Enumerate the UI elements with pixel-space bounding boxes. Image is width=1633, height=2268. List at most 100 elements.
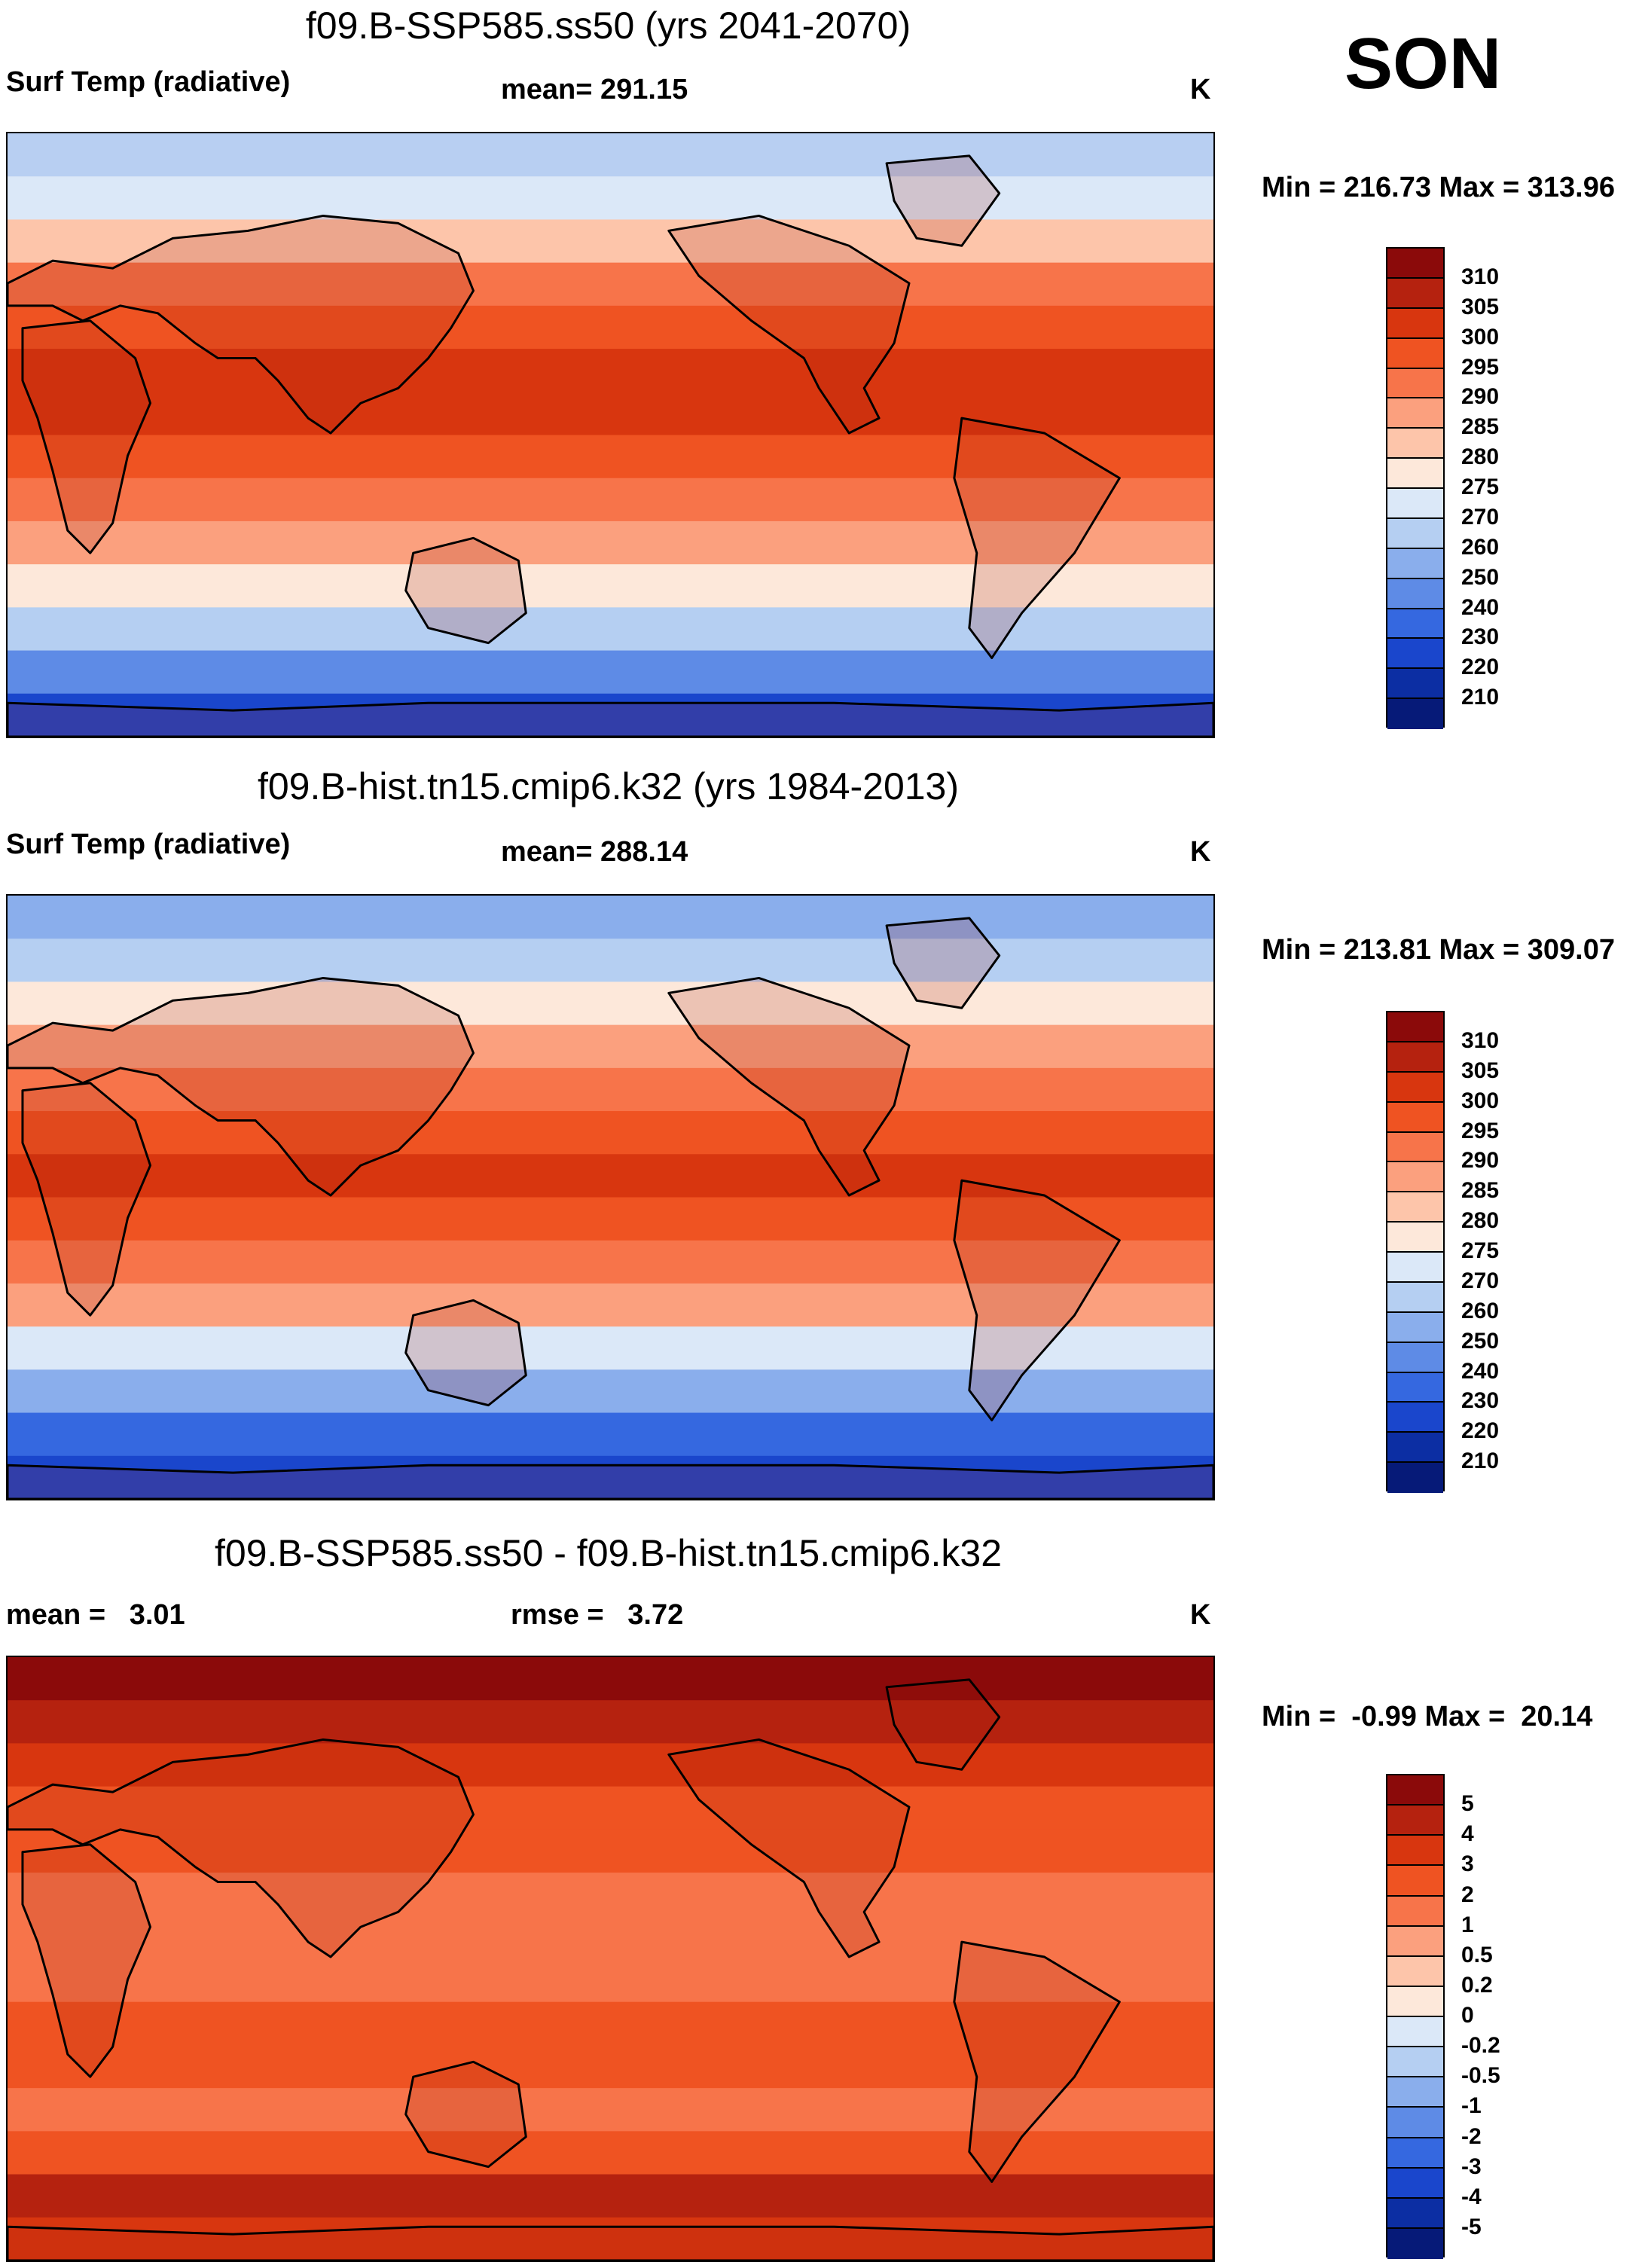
panel2-map (6, 894, 1215, 1500)
colorbar-swatch (1387, 2228, 1443, 2259)
map-band (8, 1786, 1213, 1830)
colorbar-swatch (1387, 2077, 1443, 2108)
continent-outline (667, 1738, 911, 1958)
map-band (8, 2088, 1213, 2132)
panel1-variable-label: Surf Temp (radiative) (6, 66, 291, 98)
map-band (8, 435, 1213, 479)
panel2-variable-label: Surf Temp (radiative) (6, 829, 291, 860)
colorbar-swatch (1387, 1956, 1443, 1987)
colorbar-swatch (1387, 1162, 1443, 1193)
map-band (8, 1326, 1213, 1371)
colorbar-tick-label: 0.2 (1461, 1972, 1493, 1998)
colorbar-tick-label: 300 (1461, 1088, 1500, 1113)
colorbar-tick-label: 290 (1461, 1148, 1500, 1174)
map-band (8, 939, 1213, 983)
colorbar-swatch (1387, 1223, 1443, 1253)
colorbar-swatch (1387, 578, 1443, 609)
colorbar-swatch (1387, 669, 1443, 700)
colorbar-swatch (1387, 489, 1443, 519)
colorbar-swatch (1387, 398, 1443, 429)
colorbar-swatch (1387, 1866, 1443, 1897)
colorbar-tick-label: 240 (1461, 594, 1500, 620)
map-band (8, 1915, 1213, 1960)
colorbar-swatch (1387, 518, 1443, 549)
colorbar-tick-label: 295 (1461, 354, 1500, 380)
colorbar-tick-label: 210 (1461, 1448, 1500, 1474)
continent-outline (953, 1179, 1121, 1422)
colorbar-swatch (1387, 1342, 1443, 1373)
colorbar-tick-label: 4 (1461, 1821, 1474, 1847)
continent-outline (885, 154, 1001, 247)
map-band (8, 1455, 1213, 1499)
map-band (8, 2044, 1213, 2089)
map-band (8, 1154, 1213, 1198)
colorbar-swatch (1387, 459, 1443, 489)
map-band (8, 1024, 1213, 1069)
continent-outline (885, 917, 1001, 1009)
panel2-unit-label: K (1190, 836, 1211, 868)
continent-outline (953, 1940, 1121, 2184)
continent-outline (8, 1464, 1213, 1499)
colorbar-tick-label: -5 (1461, 2214, 1482, 2239)
colorbar-swatch (1387, 1926, 1443, 1957)
colorbar-swatch (1387, 1896, 1443, 1927)
colorbar-tick-label: 210 (1461, 685, 1500, 710)
continent-outline (667, 976, 911, 1197)
colorbar-swatch (1387, 308, 1443, 339)
map-band (8, 392, 1213, 436)
map-band (8, 176, 1213, 221)
continent-outline (667, 214, 911, 435)
colorbar-tick-label: 2 (1461, 1882, 1474, 1907)
map-band (8, 2217, 1213, 2260)
map-band (8, 1700, 1213, 1744)
colorbar-swatch (1387, 1836, 1443, 1867)
continent-outline (404, 1299, 527, 1407)
map-svg (8, 1657, 1213, 2260)
colorbar-tick-label: 285 (1461, 414, 1500, 440)
colorbar-tick-label: 5 (1461, 1791, 1474, 1817)
map-svg (8, 896, 1213, 1499)
panel2-colorbar (1386, 1011, 1445, 1493)
colorbar-swatch (1387, 699, 1443, 729)
colorbar-swatch (1387, 2017, 1443, 2048)
colorbar-swatch (1387, 1282, 1443, 1313)
panel3-mean-label: mean = 3.01 (6, 1599, 185, 1631)
colorbar-tick-label: -1 (1461, 2093, 1482, 2119)
colorbar-swatch (1387, 1403, 1443, 1433)
panel2-minmax: Min = 213.81 Max = 309.07 (1262, 934, 1615, 966)
continent-outline (8, 2225, 1213, 2260)
colorbar-tick-label: 250 (1461, 1328, 1500, 1354)
colorbar-tick-label: 1 (1461, 1912, 1474, 1937)
panel3-rmse-label: rmse = 3.72 (511, 1599, 684, 1631)
colorbar-swatch (1387, 548, 1443, 579)
continent-outline (8, 214, 475, 435)
season-label: SON (1345, 23, 1502, 104)
panel1-minmax: Min = 216.73 Max = 313.96 (1262, 172, 1615, 203)
colorbar-tick-label: -2 (1461, 2123, 1482, 2149)
panel3-title: f09.B-SSP585.ss50 - f09.B-hist.tn15.cmip… (215, 1532, 1002, 1574)
colorbar-tick-label: 305 (1461, 1058, 1500, 1083)
colorbar-tick-label: -3 (1461, 2154, 1482, 2179)
map-band (8, 219, 1213, 264)
colorbar-tick-label: 270 (1461, 1268, 1500, 1293)
map-band (8, 1743, 1213, 1787)
colorbar-tick-label: 275 (1461, 475, 1500, 499)
panel2-title: f09.B-hist.tn15.cmip6.k32 (yrs 1984-2013… (257, 765, 960, 807)
colorbar-tick-label: 305 (1461, 294, 1500, 319)
colorbar-tick-label: 220 (1461, 1418, 1500, 1444)
map-band (8, 1958, 1213, 2003)
colorbar-tick-label: 295 (1461, 1118, 1500, 1143)
colorbar-swatch (1387, 1253, 1443, 1283)
map-band (8, 262, 1213, 307)
colorbar-tick-label: 310 (1461, 264, 1500, 289)
colorbar-swatch (1387, 1775, 1443, 1806)
colorbar-tick-label: -0.5 (1461, 2063, 1500, 2089)
colorbar-swatch (1387, 1042, 1443, 1073)
colorbar-swatch (1387, 1312, 1443, 1343)
map-band (8, 1873, 1213, 1917)
colorbar-swatch (1387, 1012, 1443, 1042)
colorbar-tick-label: 220 (1461, 655, 1500, 680)
panel3-colorbar (1386, 1774, 1445, 2259)
panel1-map (6, 132, 1215, 738)
colorbar-swatch (1387, 609, 1443, 639)
